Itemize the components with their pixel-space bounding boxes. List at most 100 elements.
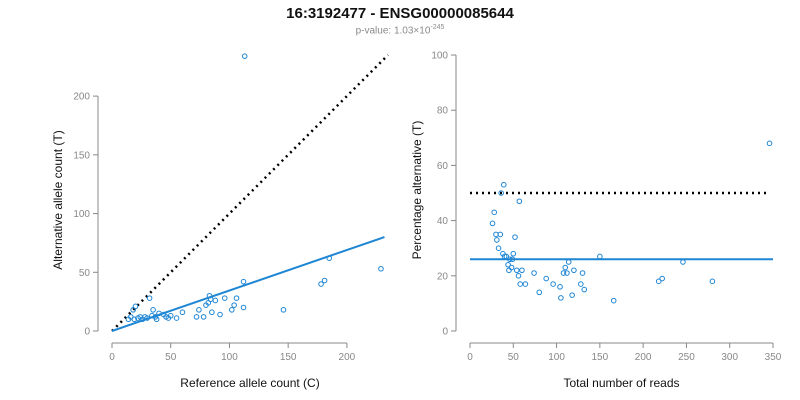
data-point	[505, 261, 511, 268]
data-point	[217, 311, 223, 318]
data-point	[655, 278, 662, 285]
data-point	[167, 312, 174, 319]
chart-subtitle: p-value: 1.03×10-245	[0, 24, 800, 36]
x-tick-label: 0	[467, 352, 473, 363]
x-tick-label: 100	[548, 352, 565, 363]
data-point	[221, 295, 228, 301]
data-point	[212, 297, 219, 304]
x-tick-label: 50	[165, 352, 177, 363]
data-point	[550, 281, 556, 287]
x-tick-label: 350	[765, 352, 782, 363]
right-plot: 0 50 100 150 200 250 300 350 0 20 40 60 80 100 Total n…	[410, 51, 782, 391]
data-point	[241, 53, 248, 59]
y-axis-label: Alternative allele count (T)	[51, 130, 65, 269]
data-point	[153, 316, 160, 323]
data-point	[231, 302, 237, 308]
data-point	[489, 220, 496, 227]
y-tick-label: 60	[437, 161, 449, 172]
data-point	[240, 304, 247, 311]
p-value-text: p-value: 1.03×10	[355, 25, 431, 37]
data-point	[173, 315, 180, 321]
data-point	[179, 309, 186, 316]
data-point	[569, 292, 575, 298]
data-point	[558, 295, 564, 301]
x-tick-label: 0	[109, 352, 115, 363]
data-point	[564, 270, 570, 276]
x-axis-label: Reference allele count (C)	[180, 376, 319, 390]
data-point	[500, 250, 506, 257]
data-point	[659, 275, 665, 282]
data-point	[517, 281, 524, 287]
y-tick-label: 150	[73, 150, 90, 161]
y-tick-label: 20	[437, 271, 449, 282]
data-point	[507, 256, 513, 263]
data-point	[498, 190, 504, 196]
data-point	[766, 140, 773, 147]
y-tick-label: 80	[437, 106, 449, 117]
data-point	[522, 281, 529, 287]
data-point	[557, 284, 563, 290]
data-point	[709, 278, 716, 285]
data-point	[497, 231, 504, 238]
y-tick-label: 100	[73, 209, 90, 220]
reference-line	[111, 54, 389, 332]
data-point	[144, 315, 151, 321]
data-point	[318, 281, 324, 287]
x-tick-label: 150	[280, 352, 297, 363]
data-point	[206, 292, 213, 299]
data-point	[578, 281, 584, 287]
p-value-exponent: -245	[430, 24, 445, 31]
data-point	[228, 307, 235, 313]
data-point	[508, 264, 515, 271]
x-tick-label: 300	[721, 352, 738, 363]
x-tick-label: 150	[592, 352, 609, 363]
data-point	[536, 289, 543, 296]
chart-title: 16:3192477 - ENSG00000085644	[286, 5, 514, 22]
data-point	[562, 264, 569, 271]
data-point	[565, 259, 572, 265]
x-tick-label: 100	[221, 352, 238, 363]
data-point	[495, 245, 502, 251]
data-point	[209, 309, 215, 316]
y-axis-label: Percentage alternative (T)	[410, 121, 424, 260]
left-plot: 0 50 100 150 200 0 50 100 150 200 Reference allele…	[51, 53, 389, 390]
y-tick-label: 0	[84, 327, 90, 338]
data-point	[513, 267, 520, 274]
data-point	[240, 278, 247, 285]
data-point	[597, 253, 603, 260]
data-point	[571, 267, 577, 274]
data-point	[516, 198, 523, 205]
data-point	[150, 307, 156, 313]
data-point	[512, 234, 518, 240]
x-axis-label: Total number of reads	[563, 376, 679, 390]
data-point	[500, 181, 507, 188]
data-point	[560, 270, 567, 276]
data-point	[132, 303, 139, 310]
data-point	[515, 273, 522, 279]
data-point	[378, 265, 384, 272]
data-point	[509, 256, 516, 263]
data-point	[146, 295, 153, 301]
data-point	[519, 267, 525, 274]
data-point	[131, 316, 138, 323]
data-point	[503, 253, 510, 260]
data-point	[494, 237, 500, 243]
data-point	[579, 270, 586, 276]
data-point	[491, 209, 498, 216]
data-point	[501, 253, 508, 260]
data-point	[506, 267, 512, 274]
data-point	[196, 307, 202, 313]
data-point	[543, 275, 549, 282]
data-point	[510, 250, 517, 257]
data-point	[531, 270, 537, 276]
y-tick-label: 50	[79, 268, 91, 279]
x-tick-label: 200	[635, 352, 652, 363]
y-tick-label: 200	[73, 92, 90, 103]
data-point	[581, 286, 588, 293]
data-point	[280, 307, 287, 313]
data-point	[193, 314, 200, 320]
data-point	[321, 277, 328, 284]
x-tick-label: 250	[678, 352, 695, 363]
y-tick-label: 100	[431, 51, 448, 62]
